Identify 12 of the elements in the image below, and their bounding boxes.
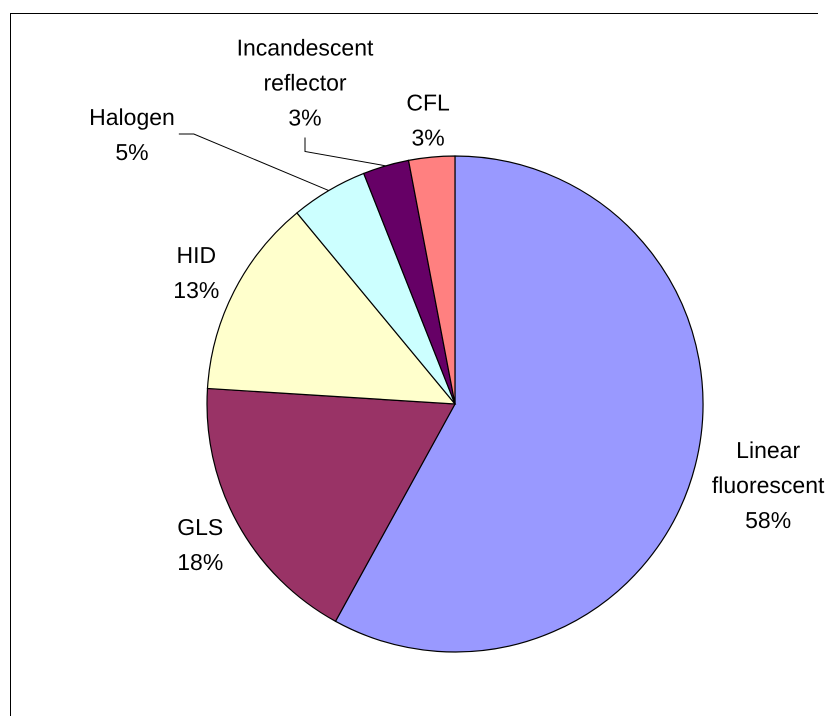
slice-label: Linear fluorescent [712, 436, 826, 498]
slice-label: CFL [406, 89, 450, 116]
data-label: 3% [288, 104, 322, 130]
data-label: 18% [177, 549, 224, 576]
data-label: 5% [115, 139, 149, 165]
data-label: 3% [411, 124, 445, 150]
slice-label: HID [176, 242, 216, 268]
data-label: 58% [745, 506, 792, 533]
data-label: 13% [173, 277, 220, 304]
slice-label: Incandescent reflector [236, 34, 374, 96]
slice-label: GLS [177, 514, 224, 540]
slice-label: Halogen [89, 104, 175, 130]
